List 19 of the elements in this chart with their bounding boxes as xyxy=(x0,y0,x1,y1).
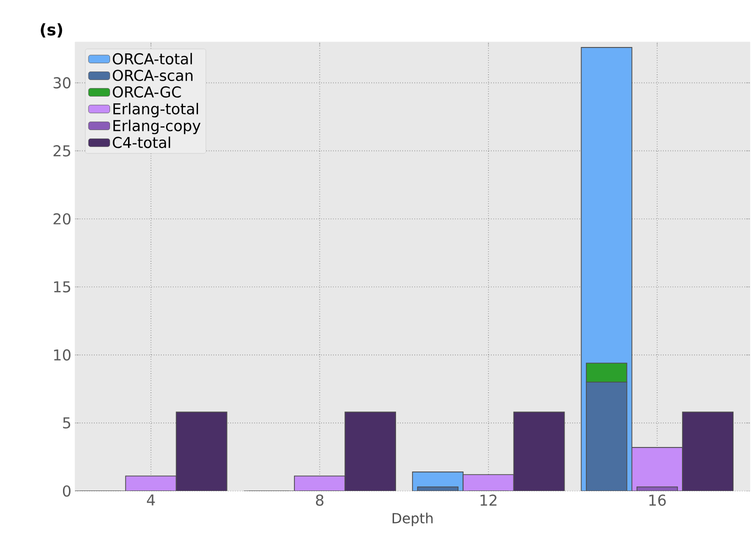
y-tick-label: 20 xyxy=(54,213,70,225)
y-tick-label: 5 xyxy=(63,417,70,429)
y-tick-label: 0 xyxy=(62,485,70,497)
y-tick-label: 15 xyxy=(54,281,70,292)
legend-label: ORCA-GC xyxy=(112,86,181,98)
y-tick-label: 30 xyxy=(54,77,70,88)
x-axis-title: Depth xyxy=(392,512,433,526)
legend-label: ORCA-scan xyxy=(112,70,192,82)
x-tick-label: 16 xyxy=(649,494,666,506)
legend-label: Erlang-copy xyxy=(113,120,200,134)
legend-label: C4-total xyxy=(112,136,170,148)
x-tick-label: 8 xyxy=(316,494,324,506)
y-tick-label: 25 xyxy=(54,145,70,156)
legend-label: ORCA-total xyxy=(112,52,192,64)
x-tick-label: 12 xyxy=(480,494,496,506)
y-axis-title: (s) xyxy=(40,23,62,38)
legend-label: Erlang-total xyxy=(113,102,198,118)
x-tick-label: 4 xyxy=(146,494,155,506)
y-tick-label: 10 xyxy=(54,349,70,361)
